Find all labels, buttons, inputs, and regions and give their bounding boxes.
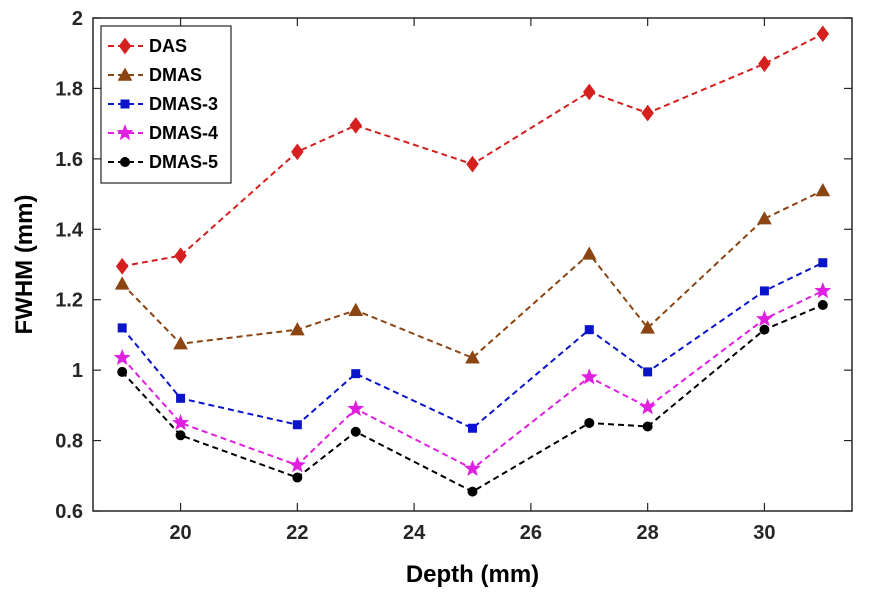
data-point-dmas-3 xyxy=(818,258,828,268)
x-tick-label: 24 xyxy=(403,522,426,544)
data-point-dmas-3 xyxy=(759,286,769,296)
data-point-das xyxy=(466,155,479,173)
legend-item-dmas-3: DMAS-3 xyxy=(108,94,218,114)
series-dmas-4 xyxy=(113,282,832,476)
data-point-dmas-5 xyxy=(175,430,186,441)
y-axis-title: FWHM (mm) xyxy=(11,195,38,335)
data-point-dmas-3 xyxy=(468,423,477,433)
legend-marker-dmas xyxy=(117,67,133,81)
legend-label-dmas-3: DMAS-3 xyxy=(149,94,218,114)
series-line-dmas-3 xyxy=(121,261,824,430)
series-layer xyxy=(113,25,832,497)
data-point-dmas-5 xyxy=(584,417,595,428)
legend-item-dmas: DMAS xyxy=(108,65,202,85)
data-point-dmas-3 xyxy=(584,325,594,335)
legend-marker-das xyxy=(118,37,132,55)
y-tick-label: 1.6 xyxy=(55,149,83,171)
data-point-dmas xyxy=(348,302,364,316)
data-point-dmas xyxy=(289,322,305,336)
series-dmas xyxy=(114,183,831,364)
x-tick-label: 30 xyxy=(753,522,775,544)
data-point-das xyxy=(758,55,771,73)
legend-item-dmas-5: DMAS-5 xyxy=(108,152,218,172)
data-point-dmas-4 xyxy=(288,456,306,473)
data-point-dmas-3 xyxy=(117,323,127,333)
x-tick-label: 22 xyxy=(286,522,308,544)
y-tick-label: 0.6 xyxy=(55,501,83,523)
data-point-dmas-4 xyxy=(464,459,481,476)
data-point-dmas-3 xyxy=(176,393,186,403)
legend-marker-dmas-5 xyxy=(120,157,130,167)
data-point-das xyxy=(349,117,362,134)
data-point-dmas-4 xyxy=(172,414,190,431)
data-point-dmas xyxy=(815,183,831,197)
y-tick-label: 1.4 xyxy=(55,219,84,241)
y-tick-label: 1.2 xyxy=(55,290,83,312)
data-point-dmas-4 xyxy=(347,399,365,417)
data-point-dmas-4 xyxy=(755,310,773,327)
data-point-das xyxy=(115,257,129,275)
data-point-dmas-3 xyxy=(643,367,653,377)
data-point-dmas-4 xyxy=(814,282,832,299)
x-tick-label: 26 xyxy=(520,522,542,544)
data-point-dmas-4 xyxy=(580,368,598,385)
data-point-dmas-5 xyxy=(759,324,770,335)
data-point-dmas xyxy=(114,276,130,290)
data-point-dmas-5 xyxy=(350,426,361,437)
data-point-dmas-4 xyxy=(639,398,657,415)
data-point-dmas-5 xyxy=(117,366,128,377)
data-point-dmas xyxy=(640,320,656,334)
legend-marker-dmas-4 xyxy=(116,124,134,141)
legend-label-das: DAS xyxy=(149,36,187,56)
data-point-dmas xyxy=(173,336,188,350)
data-point-dmas-5 xyxy=(642,421,653,432)
data-point-das xyxy=(641,104,654,122)
data-point-das xyxy=(816,25,830,43)
legend-item-das: DAS xyxy=(108,36,187,56)
series-dmas-5 xyxy=(117,299,828,497)
data-point-dmas-5 xyxy=(292,472,303,483)
data-point-dmas-5 xyxy=(817,299,828,310)
data-point-dmas-3 xyxy=(292,420,302,430)
legend-label-dmas-4: DMAS-4 xyxy=(149,123,218,143)
legend-label-dmas: DMAS xyxy=(149,65,202,85)
data-point-dmas xyxy=(581,246,597,260)
ticks-layer: 20 22 24 26 28 30 0.6 0.8 1 1.2 1.4 1.6 1.8 2 xyxy=(55,8,852,544)
legend-label-dmas-5: DMAS-5 xyxy=(149,152,218,172)
x-tick-label: 28 xyxy=(637,522,659,544)
data-point-das xyxy=(583,83,596,101)
data-point-dmas-3 xyxy=(351,369,361,379)
data-point-das xyxy=(174,247,187,265)
plot-area-frame xyxy=(92,17,853,512)
x-tick-label: 20 xyxy=(169,522,191,544)
legend-item-dmas-4: DMAS-4 xyxy=(108,123,218,143)
data-point-das xyxy=(291,143,304,161)
series-dmas-3 xyxy=(117,258,828,433)
data-point-dmas xyxy=(757,211,772,225)
series-line-dmas xyxy=(121,189,824,359)
y-tick-label: 1 xyxy=(72,360,83,382)
legend-marker-dmas-3 xyxy=(120,99,130,109)
data-point-dmas-4 xyxy=(113,348,131,366)
y-tick-label: 0.8 xyxy=(55,431,83,453)
data-point-dmas-5 xyxy=(467,486,478,497)
series-das xyxy=(115,25,830,275)
x-axis-title: Depth (mm) xyxy=(406,561,539,588)
data-point-dmas xyxy=(465,350,480,364)
y-tick-label: 2 xyxy=(72,8,83,30)
legend: DAS DMAS DMAS-3 DMAS-4 DMAS-5 xyxy=(100,25,232,184)
y-tick-label: 1.8 xyxy=(55,78,83,100)
